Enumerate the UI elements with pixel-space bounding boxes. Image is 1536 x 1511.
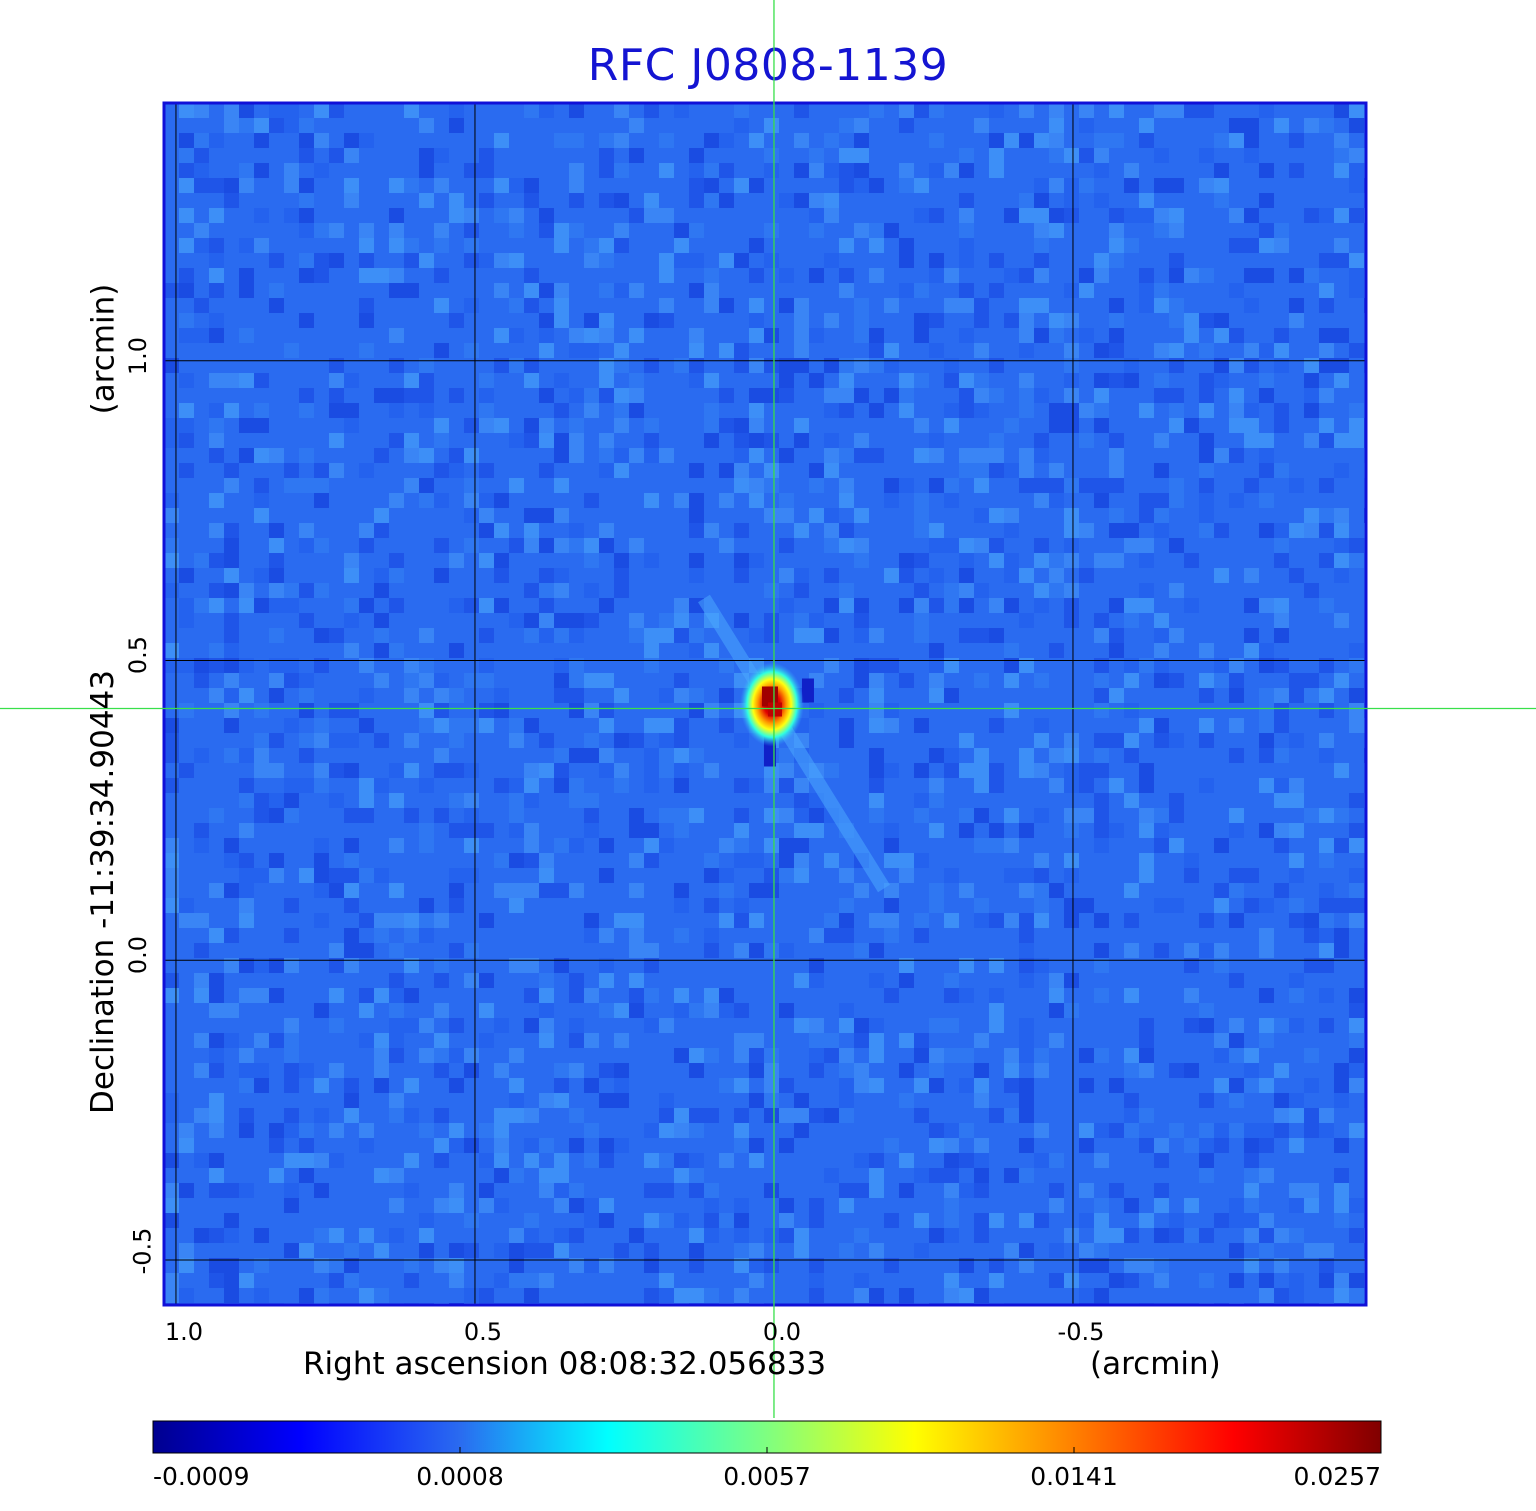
x-tick-label: -0.5: [1057, 1318, 1105, 1346]
y-axis-unit: (arcmin): [84, 283, 121, 415]
y-tick-label: 0.0: [124, 936, 153, 975]
colorbar-tick-label: 0.0008: [416, 1462, 504, 1491]
x-tick-label: 1.0: [164, 1318, 204, 1346]
y-tick-label: 0.5: [124, 636, 153, 675]
colorbar-tick-label: -0.0009: [153, 1462, 250, 1491]
x-axis-label: Right ascension 08:08:32.056833: [303, 1346, 827, 1382]
plot-frame: [162, 101, 1368, 1307]
noise-pixels: [164, 103, 1366, 1305]
x-tick-label: 0.0: [762, 1318, 802, 1346]
y-tick-label: 1.0: [124, 336, 153, 375]
source-core: [767, 702, 782, 717]
x-tick-label: 0.5: [463, 1318, 503, 1346]
colorbar-tick-label: 0.0057: [723, 1462, 811, 1491]
chart-title: RFC J0808-1139: [587, 40, 949, 91]
source-streak: [698, 594, 890, 893]
x-axis-unit: (arcmin): [1090, 1346, 1221, 1382]
negative-sidelobe: [801, 678, 814, 703]
colorbar-tick-label: 0.0257: [1293, 1462, 1381, 1491]
y-axis-label: Declination -11:39:34.90443: [84, 670, 121, 1114]
y-tick-label: -0.5: [128, 1227, 157, 1275]
colorbar-tick-label: 0.0141: [1030, 1462, 1118, 1491]
